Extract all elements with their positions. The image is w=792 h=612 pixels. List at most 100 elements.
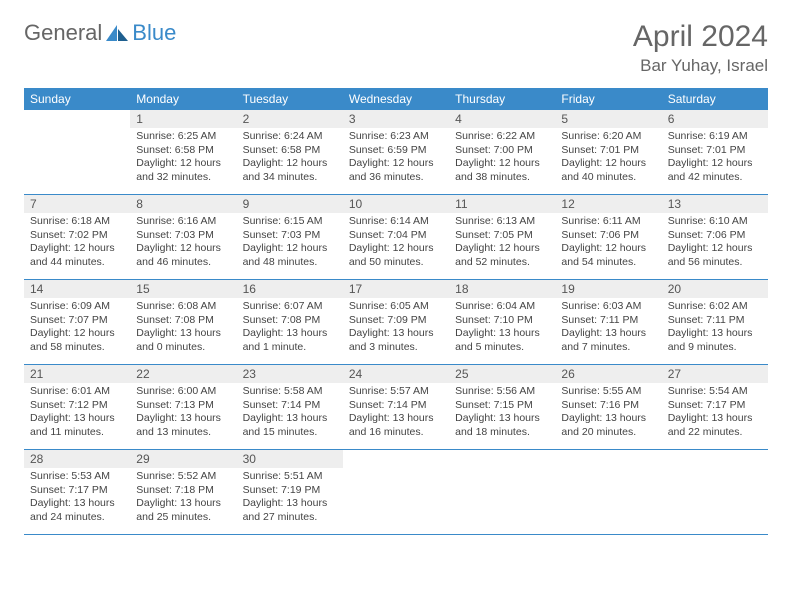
day-cell: 21Sunrise: 6:01 AMSunset: 7:12 PMDayligh… bbox=[24, 365, 130, 449]
logo: General Blue bbox=[24, 20, 176, 46]
day-line: and 52 minutes. bbox=[455, 256, 549, 270]
day-line: Daylight: 12 hours bbox=[30, 327, 124, 341]
day-line: Daylight: 12 hours bbox=[561, 242, 655, 256]
day-line: and 5 minutes. bbox=[455, 341, 549, 355]
day-line: and 0 minutes. bbox=[136, 341, 230, 355]
day-cell bbox=[662, 450, 768, 534]
weekday-label: Monday bbox=[130, 88, 236, 110]
day-line: Sunrise: 6:03 AM bbox=[561, 300, 655, 314]
day-line: Daylight: 12 hours bbox=[455, 242, 549, 256]
day-line: Daylight: 13 hours bbox=[455, 327, 549, 341]
day-line: Sunset: 7:06 PM bbox=[561, 229, 655, 243]
day-cell: 29Sunrise: 5:52 AMSunset: 7:18 PMDayligh… bbox=[130, 450, 236, 534]
day-number: 16 bbox=[237, 280, 343, 298]
day-line: Sunset: 7:01 PM bbox=[668, 144, 762, 158]
page: General Blue April 2024 Bar Yuhay, Israe… bbox=[0, 0, 792, 555]
day-body bbox=[449, 468, 555, 474]
day-line: Daylight: 12 hours bbox=[243, 242, 337, 256]
day-line: Sunset: 7:11 PM bbox=[561, 314, 655, 328]
day-body: Sunrise: 6:09 AMSunset: 7:07 PMDaylight:… bbox=[24, 298, 130, 359]
day-body: Sunrise: 6:24 AMSunset: 6:58 PMDaylight:… bbox=[237, 128, 343, 189]
day-number: 13 bbox=[662, 195, 768, 213]
day-line: Sunrise: 5:54 AM bbox=[668, 385, 762, 399]
day-line: and 36 minutes. bbox=[349, 171, 443, 185]
day-line: Daylight: 13 hours bbox=[136, 497, 230, 511]
day-line: Sunrise: 5:57 AM bbox=[349, 385, 443, 399]
day-number: 11 bbox=[449, 195, 555, 213]
day-number: 8 bbox=[130, 195, 236, 213]
day-line: Sunset: 7:05 PM bbox=[455, 229, 549, 243]
day-line: Daylight: 13 hours bbox=[561, 327, 655, 341]
day-line: Daylight: 12 hours bbox=[30, 242, 124, 256]
day-cell: 11 Sunrise: 6:13 AMSunset: 7:05 PMDayligh… bbox=[449, 195, 555, 279]
day-number: 6 bbox=[662, 110, 768, 128]
day-line: Sunset: 7:14 PM bbox=[349, 399, 443, 413]
day-line: and 44 minutes. bbox=[30, 256, 124, 270]
day-line: and 50 minutes. bbox=[349, 256, 443, 270]
day-line: Daylight: 12 hours bbox=[561, 157, 655, 171]
day-line: Sunrise: 6:19 AM bbox=[668, 130, 762, 144]
header: General Blue April 2024 Bar Yuhay, Israe… bbox=[24, 20, 768, 76]
day-body bbox=[343, 468, 449, 474]
day-number: 29 bbox=[130, 450, 236, 468]
day-cell: 4Sunrise: 6:22 AMSunset: 7:00 PMDaylight… bbox=[449, 110, 555, 194]
day-line: and 22 minutes. bbox=[668, 426, 762, 440]
day-line: Daylight: 12 hours bbox=[349, 242, 443, 256]
day-cell: 25Sunrise: 5:56 AMSunset: 7:15 PMDayligh… bbox=[449, 365, 555, 449]
day-line: Sunrise: 6:04 AM bbox=[455, 300, 549, 314]
day-number: 7 bbox=[24, 195, 130, 213]
day-line: Sunset: 7:08 PM bbox=[243, 314, 337, 328]
day-number: 28 bbox=[24, 450, 130, 468]
day-body bbox=[662, 468, 768, 474]
day-line: Sunset: 7:18 PM bbox=[136, 484, 230, 498]
day-number: 26 bbox=[555, 365, 661, 383]
day-cell: 27Sunrise: 5:54 AMSunset: 7:17 PMDayligh… bbox=[662, 365, 768, 449]
day-number: 1 bbox=[130, 110, 236, 128]
day-line: Sunrise: 6:23 AM bbox=[349, 130, 443, 144]
day-line: Sunrise: 5:53 AM bbox=[30, 470, 124, 484]
day-line: and 9 minutes. bbox=[668, 341, 762, 355]
day-body: Sunrise: 6:02 AMSunset: 7:11 PMDaylight:… bbox=[662, 298, 768, 359]
day-line: and 18 minutes. bbox=[455, 426, 549, 440]
day-line: and 13 minutes. bbox=[136, 426, 230, 440]
day-number: 2 bbox=[237, 110, 343, 128]
day-cell: 23Sunrise: 5:58 AMSunset: 7:14 PMDayligh… bbox=[237, 365, 343, 449]
day-number: 4 bbox=[449, 110, 555, 128]
day-body: Sunrise: 5:56 AMSunset: 7:15 PMDaylight:… bbox=[449, 383, 555, 444]
day-line: Sunset: 7:19 PM bbox=[243, 484, 337, 498]
day-number: 18 bbox=[449, 280, 555, 298]
day-line: Daylight: 12 hours bbox=[136, 157, 230, 171]
day-line: and 34 minutes. bbox=[243, 171, 337, 185]
logo-sail-icon bbox=[104, 23, 130, 43]
day-cell: 5Sunrise: 6:20 AMSunset: 7:01 PMDaylight… bbox=[555, 110, 661, 194]
day-number: 14 bbox=[24, 280, 130, 298]
day-cell: 30Sunrise: 5:51 AMSunset: 7:19 PMDayligh… bbox=[237, 450, 343, 534]
weekday-label: Friday bbox=[555, 88, 661, 110]
day-cell: 9Sunrise: 6:15 AMSunset: 7:03 PMDaylight… bbox=[237, 195, 343, 279]
day-line: and 27 minutes. bbox=[243, 511, 337, 525]
day-cell: 15Sunrise: 6:08 AMSunset: 7:08 PMDayligh… bbox=[130, 280, 236, 364]
day-line: Sunset: 6:59 PM bbox=[349, 144, 443, 158]
day-line: Sunrise: 6:18 AM bbox=[30, 215, 124, 229]
day-body: Sunrise: 5:51 AMSunset: 7:19 PMDaylight:… bbox=[237, 468, 343, 529]
day-line: Daylight: 13 hours bbox=[30, 497, 124, 511]
day-line: Sunrise: 6:13 AM bbox=[455, 215, 549, 229]
day-line: Sunset: 7:02 PM bbox=[30, 229, 124, 243]
day-line: Daylight: 12 hours bbox=[668, 242, 762, 256]
weekday-label: Thursday bbox=[449, 88, 555, 110]
day-body: Sunrise: 6:07 AMSunset: 7:08 PMDaylight:… bbox=[237, 298, 343, 359]
day-line: Sunrise: 6:00 AM bbox=[136, 385, 230, 399]
day-line: Daylight: 12 hours bbox=[668, 157, 762, 171]
day-line: Sunset: 7:03 PM bbox=[136, 229, 230, 243]
day-body: Sunrise: 6:18 AMSunset: 7:02 PMDaylight:… bbox=[24, 213, 130, 274]
day-cell: 8Sunrise: 6:16 AMSunset: 7:03 PMDaylight… bbox=[130, 195, 236, 279]
week-row: 1Sunrise: 6:25 AMSunset: 6:58 PMDaylight… bbox=[24, 110, 768, 195]
day-line: Sunset: 7:07 PM bbox=[30, 314, 124, 328]
day-body: Sunrise: 5:54 AMSunset: 7:17 PMDaylight:… bbox=[662, 383, 768, 444]
weekday-label: Sunday bbox=[24, 88, 130, 110]
day-body: Sunrise: 6:25 AMSunset: 6:58 PMDaylight:… bbox=[130, 128, 236, 189]
day-line: Daylight: 13 hours bbox=[668, 327, 762, 341]
day-cell: 6Sunrise: 6:19 AMSunset: 7:01 PMDaylight… bbox=[662, 110, 768, 194]
day-body: Sunrise: 6:23 AMSunset: 6:59 PMDaylight:… bbox=[343, 128, 449, 189]
day-body: Sunrise: 6:19 AMSunset: 7:01 PMDaylight:… bbox=[662, 128, 768, 189]
